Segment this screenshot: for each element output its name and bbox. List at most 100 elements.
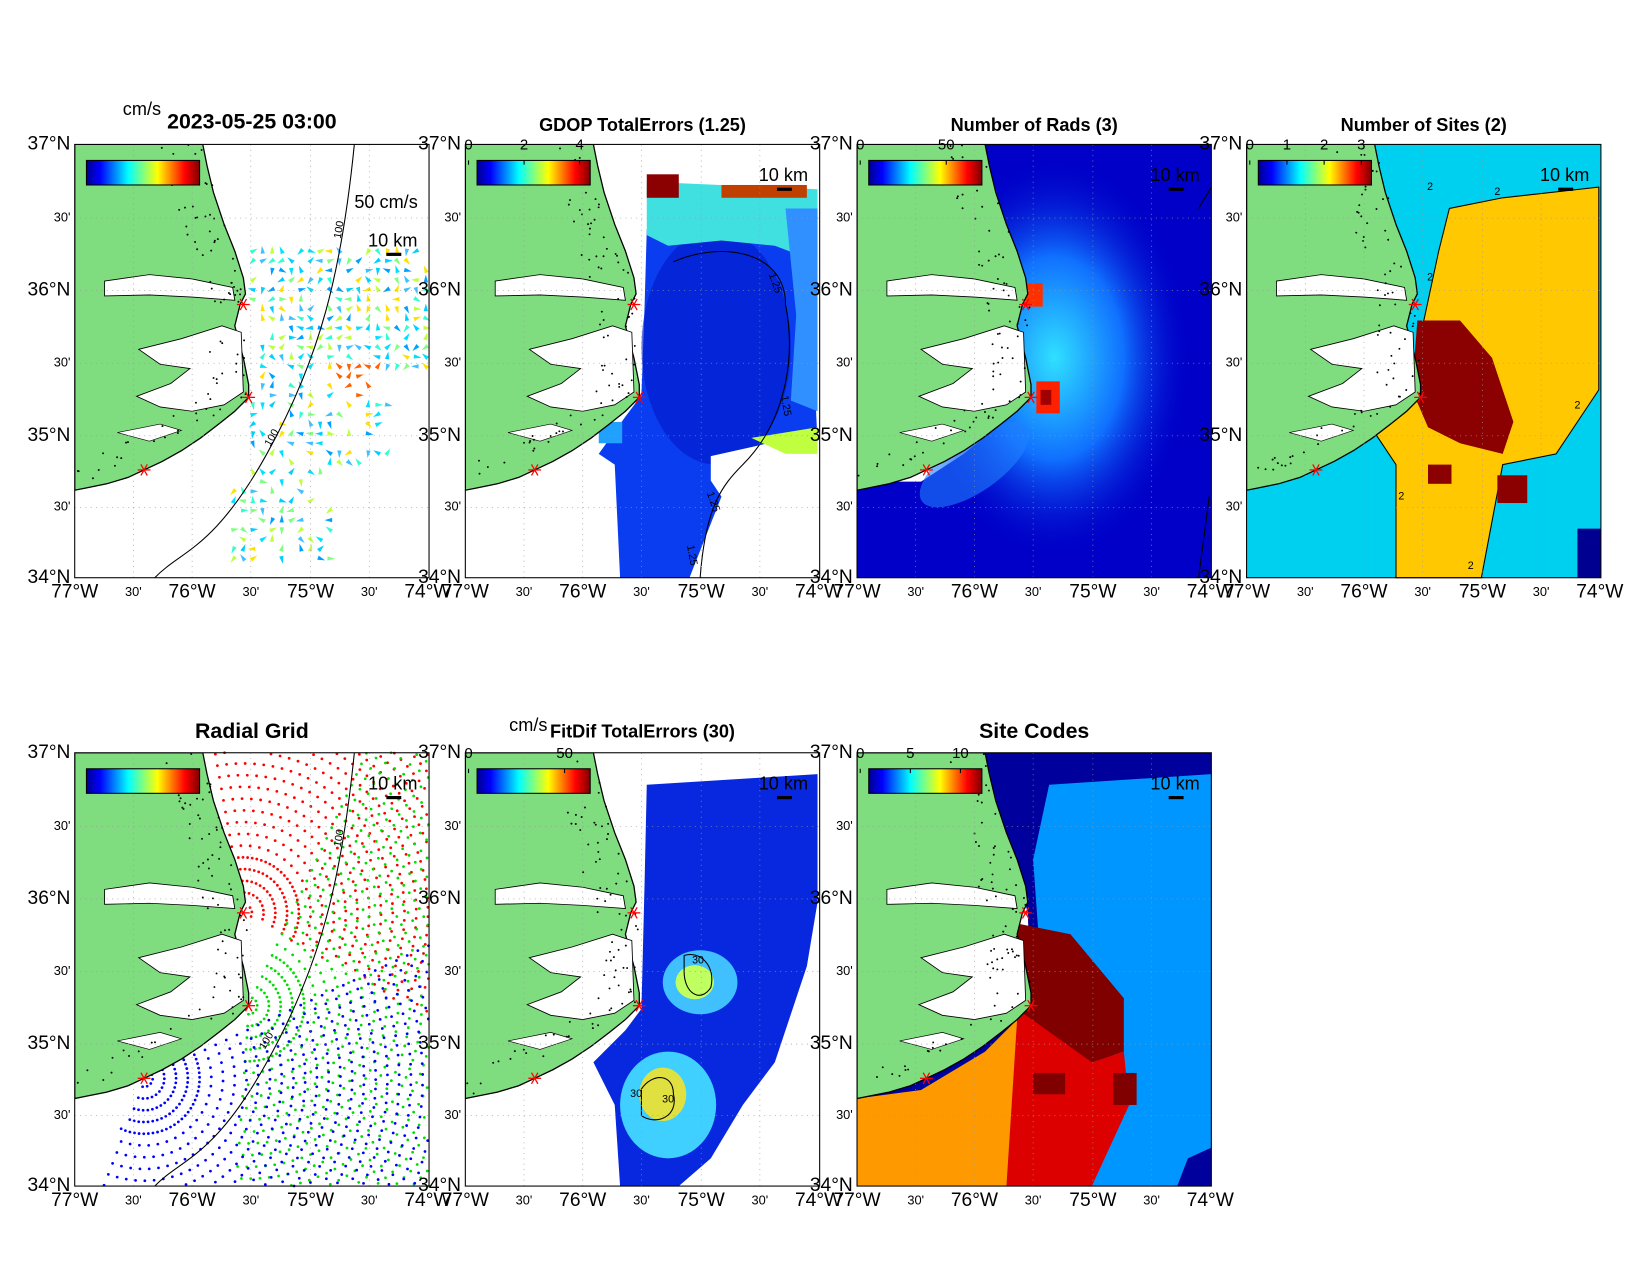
grid-point (311, 1039, 315, 1042)
grid-point (396, 895, 400, 899)
current-vector (289, 409, 295, 418)
coast-dot (233, 285, 236, 288)
grid-point (361, 802, 365, 806)
grid-point (380, 1095, 384, 1099)
current-vector (278, 353, 284, 362)
grid-point (255, 1092, 259, 1096)
coast-dot (576, 760, 579, 763)
current-vector (391, 296, 400, 302)
lon-label: 75°W (1069, 1190, 1117, 1211)
coast-dot (1390, 354, 1393, 357)
grid-point (209, 1169, 212, 1173)
grid-point (313, 1082, 317, 1086)
grid-point (421, 1083, 424, 1087)
grid-point (278, 958, 282, 962)
grid-point (422, 952, 425, 955)
current-vector (318, 466, 323, 475)
coast-dot (608, 1009, 611, 1012)
current-vector (277, 257, 285, 264)
grid-point (386, 1073, 389, 1077)
coast-dot (600, 364, 603, 367)
grid-point (396, 1053, 400, 1057)
field (646, 174, 679, 198)
grid-point (408, 1052, 412, 1056)
contour-label: 1.25 (778, 395, 793, 418)
coast-dot (183, 206, 186, 209)
coast-dot (997, 361, 1000, 364)
grid-point (325, 875, 328, 879)
grid-point (256, 1141, 260, 1145)
grid-point (222, 1119, 226, 1123)
grid-point (422, 1136, 426, 1140)
site-marker (244, 999, 253, 1012)
coast-dot (995, 800, 998, 803)
grid-point (302, 1169, 306, 1172)
lat-label: 30' (444, 1107, 461, 1122)
grid-point (367, 924, 371, 928)
coast-dot (630, 379, 633, 382)
lon-label: 76°W (951, 582, 999, 603)
contour-label: 30 (662, 1093, 674, 1105)
grid-point (289, 848, 293, 852)
grid-point (363, 777, 367, 781)
grid-point (358, 1120, 361, 1124)
grid-point (319, 894, 322, 898)
grid-point (274, 1139, 278, 1142)
current-vector (375, 402, 384, 407)
lat-label: 30' (1226, 209, 1243, 224)
grid-point (265, 995, 269, 999)
colorbar-tick-label: 10 (952, 745, 969, 762)
grid-point (248, 844, 252, 848)
grid-point (252, 869, 256, 872)
coast-dot (1360, 215, 1363, 218)
grid-point (298, 773, 302, 776)
grid-point (348, 1129, 352, 1133)
lon-label: 74°W (1576, 582, 1624, 603)
coast-dot (961, 156, 964, 159)
isobath (154, 752, 355, 1187)
grid-point (231, 797, 235, 801)
coast-dot (618, 382, 621, 385)
grid-point (310, 835, 314, 839)
coast-dot (602, 236, 605, 239)
coast-dot (227, 292, 230, 294)
grid-point (396, 1002, 400, 1006)
grid-point (364, 818, 368, 822)
grid-point (294, 930, 297, 934)
grid-point (267, 1029, 270, 1033)
current-vector (296, 345, 304, 351)
grid-point (413, 755, 416, 759)
axes-box (74, 752, 430, 1187)
coast-dot (242, 996, 245, 999)
grid-point (412, 772, 415, 775)
grid-point (415, 927, 419, 931)
coast-dot (1015, 954, 1018, 957)
coast-dot (1364, 185, 1367, 188)
coast-dot (212, 996, 215, 999)
grid-point (264, 775, 268, 779)
grid-point (279, 1000, 282, 1004)
coast-dot (219, 301, 222, 304)
grid-point (280, 767, 284, 770)
coast-dot (907, 1068, 910, 1071)
grid-point (344, 772, 348, 775)
scale-bar-label: 10 km (368, 774, 417, 794)
grid-point (268, 1077, 272, 1081)
grid-point (396, 1011, 400, 1015)
coast-dot (857, 474, 860, 477)
coast-dot (1271, 458, 1274, 461)
grid-point (377, 931, 381, 934)
grid-point (355, 1041, 358, 1045)
current-vector (260, 303, 265, 312)
coast-dot (165, 762, 168, 765)
grid-point (295, 1126, 299, 1130)
grid-point (204, 1158, 207, 1162)
current-vector (259, 352, 266, 360)
grid-point (420, 1160, 424, 1164)
coast-dot (964, 430, 967, 433)
coast-dot (1375, 170, 1378, 173)
grid-point (351, 777, 355, 781)
current-vector (315, 536, 324, 543)
coast-dot (153, 440, 155, 443)
grid-point (154, 1093, 158, 1097)
